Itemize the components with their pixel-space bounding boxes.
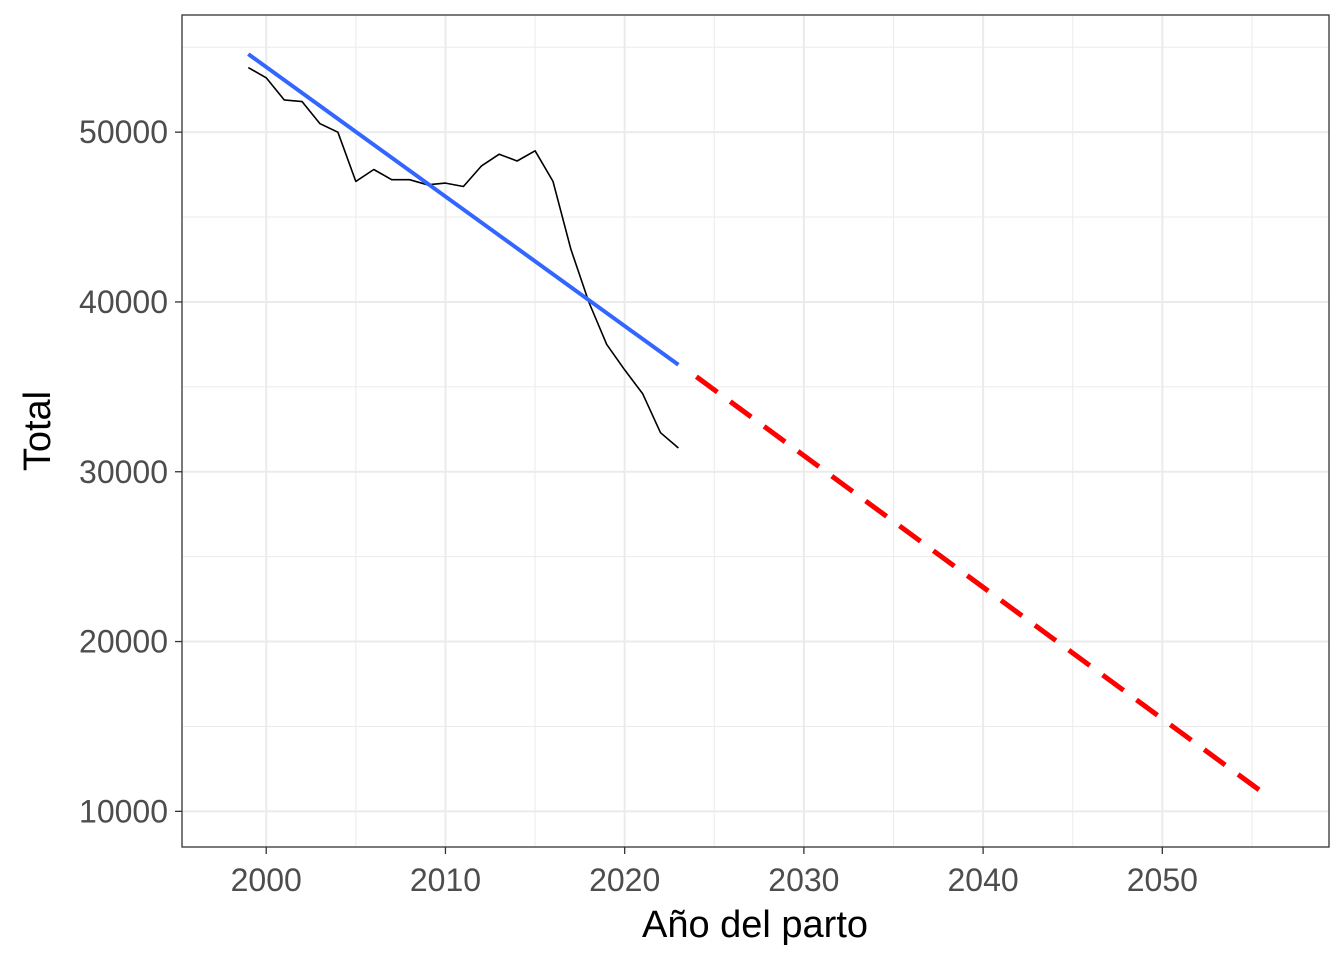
x-axis-title: Año del parto [642,904,868,946]
axes: 2000 2010 2020 2030 2040 2050 10000 20000 30000 4… [79,114,1198,898]
y-axis-title: Total [17,391,59,471]
series-line-2 [247,52,680,367]
y-tick-label: 20000 [79,624,168,660]
x-tick-label: 2020 [589,862,660,898]
x-tick-label: 2030 [768,862,839,898]
series-line-1 [247,66,679,449]
plot-border [181,14,1330,848]
series-layer [247,52,1272,800]
x-tick-label: 2040 [948,862,1019,898]
y-tick-label: 40000 [79,284,168,320]
x-tick-label: 2000 [231,862,302,898]
y-tick-label: 50000 [79,114,168,150]
series-line-3 [694,374,1272,800]
plot-panel [182,15,1329,847]
y-tick-label: 10000 [79,793,168,829]
x-tick-label: 2010 [410,862,481,898]
x-tick-label: 2050 [1127,862,1198,898]
grid [182,15,1329,847]
y-tick-label: 30000 [79,454,168,490]
